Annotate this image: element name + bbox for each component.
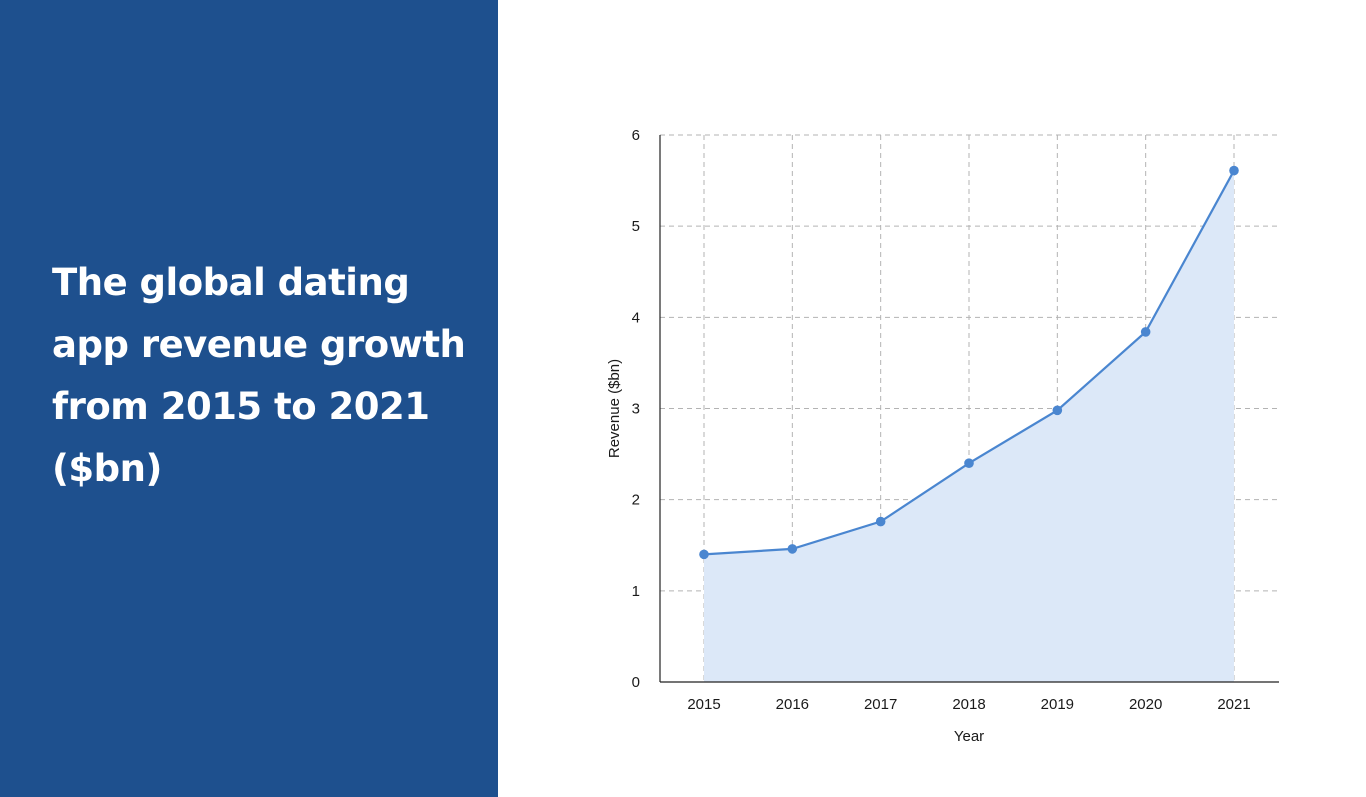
x-tick-label: 2016 xyxy=(776,696,809,713)
data-point-2017 xyxy=(875,516,886,527)
data-point-2020 xyxy=(1140,327,1151,337)
y-tick-label: 5 xyxy=(632,218,640,235)
data-point-2021 xyxy=(1229,165,1239,176)
data-point-2019 xyxy=(1052,405,1063,416)
y-tick-label: 2 xyxy=(632,492,640,509)
y-axis-title: Revenue ($bn) xyxy=(606,359,623,458)
tick-labels: 0 1 2 3 4 5 6 2015 2016 2017 2018 2019 2020 2021 xyxy=(632,127,1251,713)
title-panel: The global dating app revenue growth fro… xyxy=(0,0,498,797)
x-tick-label: 2019 xyxy=(1041,696,1074,713)
headline: The global dating app revenue growth fro… xyxy=(52,261,466,490)
x-axis-title: Year xyxy=(954,728,984,745)
y-tick-label: 1 xyxy=(632,583,640,600)
data-point-2015 xyxy=(699,549,709,560)
axes xyxy=(659,135,1279,683)
x-tick-label: 2015 xyxy=(687,696,720,713)
area-fill xyxy=(704,170,1234,682)
data-point-2016 xyxy=(787,544,798,554)
y-tick-label: 4 xyxy=(632,309,640,326)
revenue-area-chart: 0 1 2 3 4 5 6 2015 2016 2017 2018 2019 2020 2021 Year… xyxy=(606,127,1279,745)
x-tick-label: 2017 xyxy=(864,696,897,713)
y-tick-label: 3 xyxy=(632,401,640,418)
y-tick-label: 0 xyxy=(632,674,640,691)
data-point-2018 xyxy=(964,458,974,469)
y-tick-label: 6 xyxy=(632,127,640,144)
x-tick-label: 2020 xyxy=(1129,696,1162,713)
x-tick-label: 2018 xyxy=(952,696,985,713)
data-points xyxy=(699,165,1239,560)
x-tick-label: 2021 xyxy=(1217,696,1250,713)
